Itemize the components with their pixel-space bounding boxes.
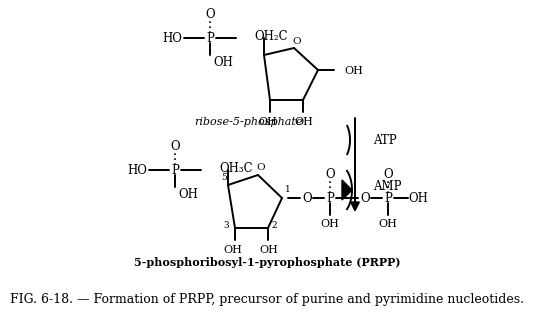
Text: OH: OH	[258, 117, 278, 127]
Text: O: O	[325, 169, 335, 182]
Text: ribose-5-phosphate: ribose-5-phosphate	[194, 117, 302, 127]
Text: OH: OH	[224, 245, 242, 255]
Text: OH: OH	[178, 189, 198, 202]
Text: ATP: ATP	[373, 134, 396, 147]
Text: OH: OH	[379, 219, 398, 229]
Text: OH: OH	[259, 245, 278, 255]
Text: OH: OH	[213, 57, 233, 70]
Text: OH: OH	[344, 66, 363, 76]
Text: AMP: AMP	[373, 181, 401, 193]
Text: O: O	[302, 191, 312, 204]
Text: P: P	[384, 191, 392, 204]
Text: OH₃C: OH₃C	[219, 162, 253, 176]
Text: OH: OH	[320, 219, 339, 229]
Text: OH₂C: OH₂C	[254, 31, 288, 44]
Text: OH: OH	[408, 191, 428, 204]
Text: O: O	[170, 141, 180, 154]
Text: O: O	[205, 9, 215, 22]
Text: O: O	[383, 169, 393, 182]
Text: 2: 2	[271, 222, 277, 231]
Polygon shape	[342, 180, 352, 200]
Text: 1: 1	[285, 185, 291, 195]
Text: 3: 3	[223, 222, 229, 231]
Text: HO: HO	[162, 31, 182, 45]
Text: P: P	[171, 163, 179, 176]
Text: HO: HO	[127, 163, 147, 176]
Text: P: P	[206, 31, 214, 45]
Text: OH: OH	[295, 117, 314, 127]
Text: P: P	[326, 191, 334, 204]
Text: 5: 5	[221, 172, 227, 182]
Text: O: O	[293, 37, 301, 45]
Text: O: O	[257, 163, 265, 172]
Text: O: O	[360, 191, 370, 204]
Text: FIG. 6-18. — Formation of PRPP, precursor of purine and pyrimidine nucleotides.: FIG. 6-18. — Formation of PRPP, precurso…	[10, 294, 524, 307]
Text: 5-phosphoribosyl-1-pyrophosphate (PRPP): 5-phosphoribosyl-1-pyrophosphate (PRPP)	[134, 257, 400, 267]
